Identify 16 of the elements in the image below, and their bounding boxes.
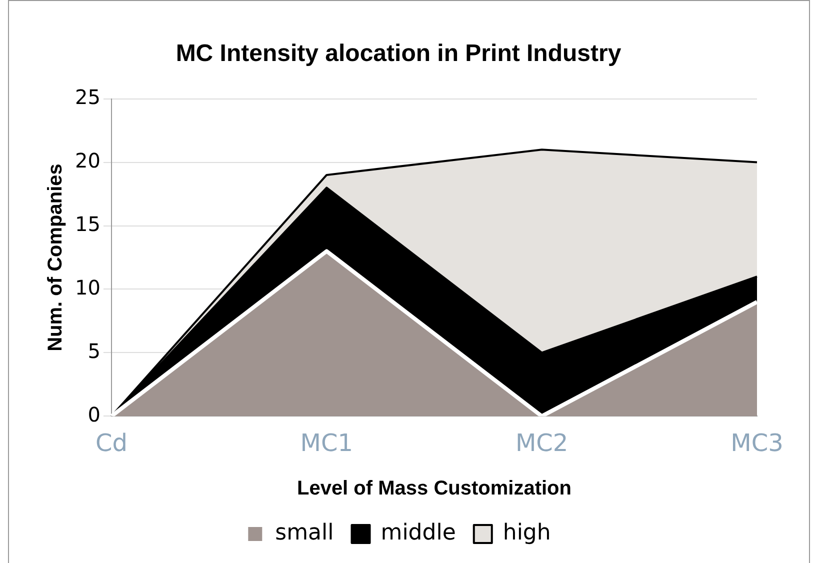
y-axis-title: Num. of Companies [44,164,67,352]
chart-title: MC Intensity alocation in Print Industry [176,40,622,68]
legend-label: high [502,520,551,546]
x-tick-label: MC3 [730,428,784,457]
y-tick-label: 10 [74,275,100,300]
x-tick-label: MC2 [515,428,568,457]
y-tick-label: 5 [88,338,100,363]
x-axis-title: Level of Mass Customization [296,478,572,500]
y-tick-label: 25 [74,85,100,110]
legend-label: middle [380,520,456,546]
x-tick-label: MC1 [300,428,353,457]
y-tick-label: 15 [74,212,100,236]
x-tick-label: Cd [95,428,128,457]
legend-label: small [275,520,334,546]
y-tick-label: 0 [88,402,100,426]
y-tick-label: 20 [74,148,100,172]
